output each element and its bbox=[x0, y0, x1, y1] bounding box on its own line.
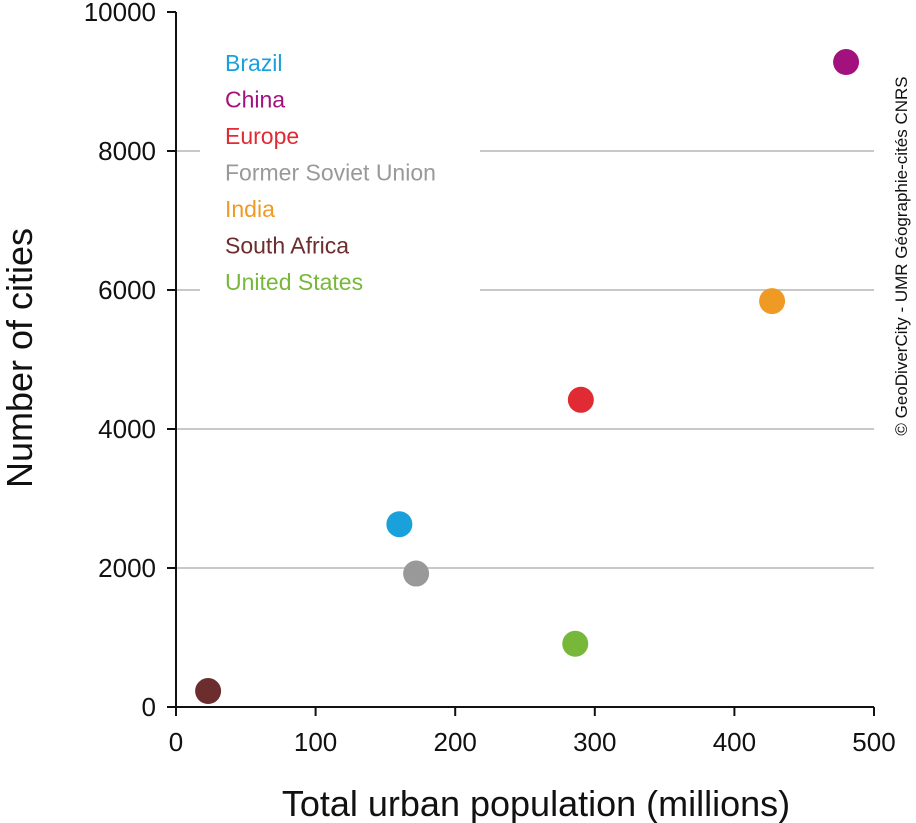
data-point bbox=[386, 511, 413, 538]
data-point bbox=[195, 678, 222, 705]
axes bbox=[175, 12, 874, 708]
data-point bbox=[403, 560, 430, 587]
data-point bbox=[833, 49, 860, 76]
legend-background bbox=[200, 40, 480, 302]
legend-entry: Brazil bbox=[225, 50, 283, 76]
legend-entry: India bbox=[225, 196, 275, 222]
x-axis-title: Total urban population (millions) bbox=[282, 783, 790, 823]
y-tick-label: 2000 bbox=[98, 553, 156, 583]
x-tick-label: 200 bbox=[434, 727, 477, 757]
x-tick-label: 100 bbox=[294, 727, 337, 757]
x-axis-ticks: 0 100 200 300 400 500 bbox=[169, 707, 896, 757]
copyright-credit: © GeoDiverCity - UMR Géographie-cités CN… bbox=[892, 76, 911, 435]
data-point bbox=[562, 630, 589, 657]
y-tick-label: 4000 bbox=[98, 414, 156, 444]
legend-entry: Former Soviet Union bbox=[225, 160, 436, 186]
y-tick-label: 8000 bbox=[98, 136, 156, 166]
x-tick-label: 0 bbox=[169, 727, 183, 757]
data-point bbox=[759, 288, 786, 315]
x-tick-label: 400 bbox=[713, 727, 756, 757]
legend-entry: Europe bbox=[225, 123, 299, 149]
data-points bbox=[195, 49, 860, 705]
legend: Brazil China Europe Former Soviet Union Indi… bbox=[200, 40, 480, 302]
x-tick-label: 500 bbox=[852, 727, 895, 757]
y-tick-label: 10000 bbox=[84, 0, 156, 27]
legend-entry: United States bbox=[225, 269, 363, 295]
y-tick-label: 6000 bbox=[98, 275, 156, 305]
legend-entry: South Africa bbox=[225, 233, 349, 259]
y-axis-title: Number of cities bbox=[0, 228, 40, 488]
data-point bbox=[567, 386, 594, 413]
y-tick-label: 0 bbox=[142, 692, 156, 722]
y-axis-ticks: 0 2000 4000 6000 8000 10000 bbox=[84, 0, 176, 722]
x-tick-label: 300 bbox=[573, 727, 616, 757]
legend-entry: China bbox=[225, 87, 285, 113]
